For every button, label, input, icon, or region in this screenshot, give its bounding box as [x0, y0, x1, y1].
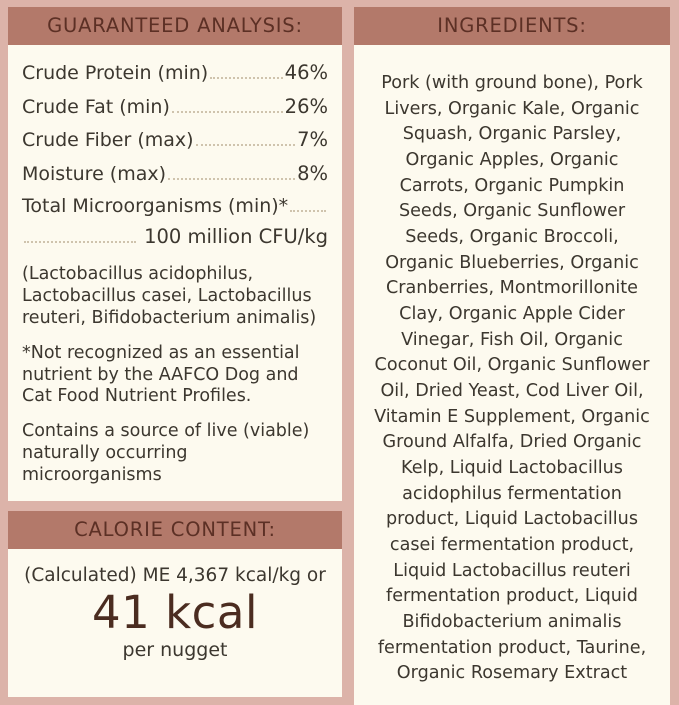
microorganisms-row: Total Microorganisms (min)*	[22, 197, 328, 217]
kcal-per-nugget-label: per nugget	[122, 638, 228, 661]
guaranteed-analysis-header: GUARANTEED ANALYSIS:	[8, 7, 342, 45]
analysis-row-label: Crude Protein (min)	[22, 62, 209, 84]
ingredients-panel: Pork (with ground bone), Pork Livers, Or…	[354, 45, 670, 705]
analysis-row-value: 26%	[284, 94, 328, 118]
right-column: INGREDIENTS: Pork (with ground bone), Po…	[354, 7, 670, 705]
analysis-row-value: 7%	[297, 128, 328, 151]
analysis-row-label: Crude Fiber (max)	[22, 129, 194, 151]
cultures-list: (Lactobacillus acidophilus, Lactobacillu…	[22, 264, 317, 328]
analysis-row: Crude Protein (min) 46%	[22, 63, 328, 84]
aafco-footnote: *Not recognized as an essential nutrient…	[22, 342, 300, 407]
live-cultures-note: Contains a source of live (viable) natur…	[22, 421, 310, 485]
guaranteed-analysis-panel: Crude Protein (min) 46% Crude Fat (min) …	[8, 45, 342, 501]
ingredients-header: INGREDIENTS:	[354, 7, 670, 45]
analysis-row: Crude Fiber (max) 7%	[22, 130, 328, 151]
analysis-row-value: 46%	[284, 61, 328, 84]
dot-leader	[168, 177, 296, 180]
microorganisms-value-row: 100 million CFU/kg	[22, 227, 328, 248]
calculated-me-line: (Calculated) ME 4,367 kcal/kg or	[24, 564, 326, 586]
calorie-content-panel: (Calculated) ME 4,367 kcal/kg or 41 kcal…	[8, 548, 342, 697]
calorie-content-header: CALORIE CONTENT:	[8, 510, 342, 549]
pet-food-label: GUARANTEED ANALYSIS: Crude Protein (min)…	[8, 7, 670, 705]
analysis-row: Crude Fat (min) 26%	[22, 94, 328, 118]
kcal-per-nugget-value: 41 kcal	[92, 586, 258, 640]
microorganisms-label: Total Microorganisms (min)*	[22, 195, 289, 217]
dot-leader	[171, 110, 283, 113]
analysis-row-value: 8%	[297, 161, 328, 185]
analysis-row: Moisture (max) 8%	[22, 161, 328, 185]
guaranteed-analysis-list: Crude Protein (min) 46% Crude Fat (min) …	[22, 63, 328, 264]
analysis-row-label: Crude Fat (min)	[22, 95, 170, 118]
panel-divider	[8, 500, 342, 511]
ingredients-text: Pork (with ground bone), Pork Livers, Or…	[374, 73, 650, 684]
dot-leader	[210, 76, 283, 79]
dot-leader	[24, 240, 137, 243]
microorganisms-value: 100 million CFU/kg	[144, 225, 328, 248]
left-column: GUARANTEED ANALYSIS: Crude Protein (min)…	[8, 7, 342, 697]
dot-leader	[290, 209, 326, 212]
analysis-row-label: Moisture (max)	[22, 162, 167, 185]
dot-leader	[195, 143, 296, 146]
